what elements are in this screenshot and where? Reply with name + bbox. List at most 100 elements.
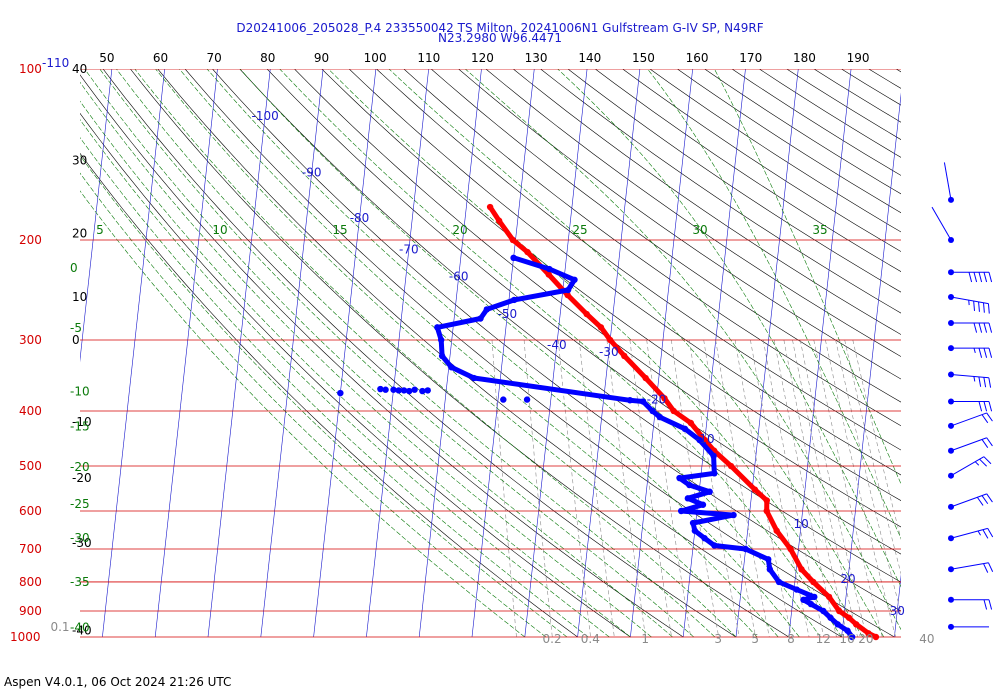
dry-adiabat-line	[595, 69, 901, 273]
isotherm-label: -70	[399, 243, 419, 257]
theta-e-tick-label: -5	[70, 321, 82, 335]
wind-barb	[948, 596, 993, 610]
moist-adiabat-line	[80, 81, 652, 638]
wind-barb-flag	[988, 401, 993, 412]
top-axis-tick-label: 110	[417, 51, 440, 65]
isotherm-label: -80	[350, 211, 370, 225]
dewpoint-trace-point	[699, 501, 707, 508]
theta-e-tick-label: -15	[70, 420, 90, 434]
dry-adiabat-line	[513, 69, 901, 335]
dry-adiabat-line	[348, 69, 901, 476]
top-axis-tick-label: 90	[314, 51, 329, 65]
dewpoint-trace-point	[793, 586, 800, 593]
dewpoint-trace-point	[701, 535, 708, 542]
dry-adiabat-line	[403, 69, 901, 427]
wind-barb	[948, 319, 993, 333]
wind-barb-staff	[950, 562, 989, 570]
top-axis-tick-label: 60	[153, 51, 168, 65]
moist-adiabat-line	[714, 69, 901, 485]
moist-adiabat-line	[116, 69, 716, 638]
mixing-ratio-line	[703, 339, 756, 638]
mixing-ratio-label: 1	[641, 632, 649, 646]
dewpoint-trace-point	[844, 627, 851, 634]
dry-adiabat-line	[924, 69, 1000, 637]
isotherm-line	[0, 69, 6, 637]
wind-barb-flag	[988, 322, 993, 333]
dry-adiabat-line	[759, 69, 901, 158]
isotherm-line	[788, 69, 852, 638]
moist-adiabat-label: 5	[96, 223, 104, 237]
wind-barb-flag	[978, 376, 982, 387]
dewpoint-trace-point	[656, 413, 663, 421]
moist-adiabat-line	[465, 69, 901, 631]
temperature-trace-point	[763, 507, 770, 515]
isotherm-label: -100	[251, 109, 278, 123]
wind-barb-flag	[988, 272, 993, 283]
dewpoint-trace-point	[483, 306, 490, 313]
pressure-tick-label: 200	[19, 233, 42, 247]
mixing-ratio-line	[792, 339, 858, 638]
dewpoint-trace-point	[848, 633, 856, 641]
moist-adiabat-label: 20	[452, 223, 467, 237]
moist-adiabat-line	[155, 69, 758, 638]
top-axis-tick-label: 130	[525, 51, 548, 65]
moist-adiabat-label: 25	[572, 223, 587, 237]
mixing-ratio-line	[773, 339, 837, 638]
pressure-tick-label: 600	[19, 504, 42, 518]
moist-adiabat-label: 10	[212, 223, 227, 237]
dewpoint-trace-point	[681, 425, 689, 433]
wind-barb-staff	[950, 456, 985, 477]
wind-barb	[948, 269, 993, 283]
moist-adiabat-line	[179, 69, 779, 638]
mixing-ratio-label: 0.2	[543, 632, 562, 646]
theta-e-tick-label: -25	[70, 497, 90, 511]
dry-adiabat-line	[80, 74, 684, 638]
isobar-extra-label: -110	[42, 56, 69, 70]
wind-barb-flag	[978, 347, 983, 358]
mixing-ratio-line	[825, 339, 896, 638]
dewpoint-scatter-point	[523, 396, 531, 403]
dewpoint-scatter-point	[424, 387, 431, 394]
dewpoint-trace-point	[765, 556, 772, 563]
isotherm-line	[207, 69, 271, 638]
mixing-ratio-label: 16	[839, 632, 854, 646]
wind-barb-staff	[931, 206, 952, 241]
wind-barb-flag	[983, 377, 987, 388]
wind-barb-staff	[950, 373, 989, 379]
wind-barb-flag	[981, 414, 989, 424]
theta-e-tick-label: -40	[70, 621, 90, 635]
moist-adiabat-line	[80, 119, 610, 638]
height-tick-label: 40	[72, 62, 87, 76]
isotherm-line	[841, 92, 901, 638]
moist-adiabat-label: 35	[812, 223, 827, 237]
dewpoint-trace-point	[438, 352, 446, 360]
temperature-trace-point	[670, 407, 677, 415]
wind-barb-flag	[986, 412, 993, 422]
dry-adiabat-line	[731, 69, 901, 176]
wind-barb-half-flag	[974, 461, 980, 466]
moist-adiabat-line	[80, 172, 547, 638]
dewpoint-scatter-point	[411, 386, 418, 393]
dry-adiabat-line	[157, 69, 842, 638]
mixing-ratio-label: 3	[714, 632, 722, 646]
dewpoint-trace-point	[676, 474, 683, 482]
dewpoint-trace-point	[448, 364, 455, 371]
isotherm-line	[471, 69, 535, 638]
wind-barb-half-flag	[973, 347, 976, 354]
mixing-ratio-label: 12	[816, 632, 831, 646]
wind-barb	[948, 493, 993, 510]
dewpoint-trace-point	[686, 481, 693, 489]
dewpoint-trace-point	[696, 436, 703, 444]
dry-adiabat-line	[540, 69, 901, 314]
dewpoint-trace-point	[834, 621, 841, 628]
dewpoint-trace-point	[800, 596, 807, 603]
isotherm-label: 10	[794, 517, 809, 531]
wind-barb-flag	[973, 322, 978, 333]
wind-barb-column	[931, 162, 994, 630]
top-axis-tick-label: 100	[364, 51, 387, 65]
isotherm-label: 30	[890, 604, 905, 618]
dewpoint-scatter-point	[500, 396, 507, 403]
dry-adiabat-line	[130, 69, 789, 638]
pressure-tick-label: 100	[19, 62, 42, 76]
isotherm-line	[524, 69, 588, 638]
